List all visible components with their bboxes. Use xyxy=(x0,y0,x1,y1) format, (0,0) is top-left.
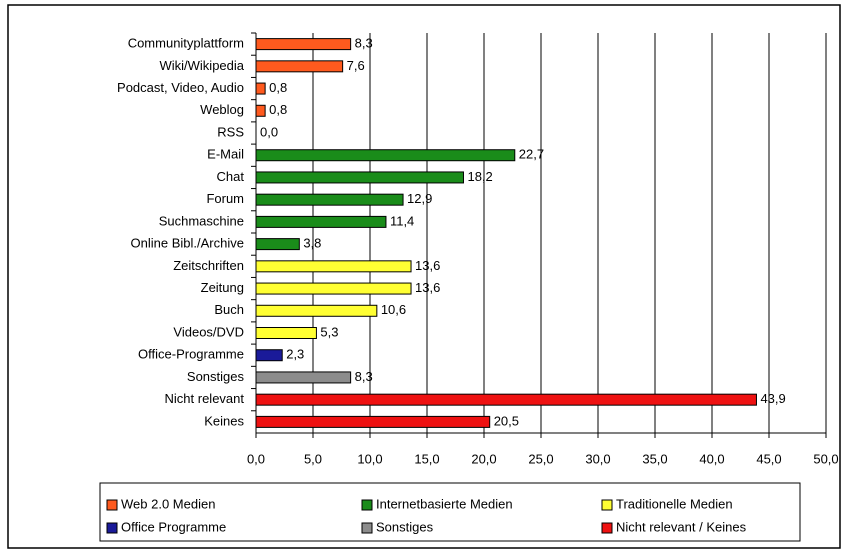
value-label: 13,6 xyxy=(415,258,440,273)
legend-label: Internetbasierte Medien xyxy=(376,496,513,511)
value-label: 13,6 xyxy=(415,280,440,295)
bar xyxy=(255,193,404,206)
bar xyxy=(255,282,412,295)
bar xyxy=(255,60,344,73)
legend-label: Web 2.0 Medien xyxy=(121,496,215,511)
y-tick-label: Zeitschriften xyxy=(173,258,244,273)
x-tick-label: 50,0 xyxy=(813,451,838,466)
y-tick-label: Keines xyxy=(204,413,244,428)
x-tick-label: 45,0 xyxy=(756,451,781,466)
y-tick-label: Office-Programme xyxy=(138,347,244,362)
bar xyxy=(255,82,266,95)
bar xyxy=(255,215,387,228)
bar xyxy=(255,238,300,251)
value-label: 2,3 xyxy=(286,347,304,362)
x-tick-label: 15,0 xyxy=(414,451,439,466)
bar xyxy=(255,304,378,317)
bar xyxy=(255,371,352,384)
bar xyxy=(255,104,266,117)
legend-swatch xyxy=(361,522,373,534)
legend-label: Sonstiges xyxy=(376,519,434,534)
value-label: 11,4 xyxy=(390,213,414,228)
y-tick-label: Nicht relevant xyxy=(165,391,245,406)
chart-frame xyxy=(7,4,841,549)
bar xyxy=(255,260,412,273)
value-label: 12,9 xyxy=(407,191,432,206)
value-label: 8,3 xyxy=(355,36,373,51)
x-tick-label: 5,0 xyxy=(304,451,322,466)
legend-swatch xyxy=(106,499,118,511)
y-tick-label: Wiki/Wikipedia xyxy=(159,58,244,73)
bar xyxy=(255,171,464,184)
x-tick-label: 35,0 xyxy=(642,451,667,466)
y-tick-label: Weblog xyxy=(200,102,244,117)
y-tick-label: Communityplattform xyxy=(128,36,244,51)
legend-label: Nicht relevant / Keines xyxy=(616,519,747,534)
legend-box xyxy=(99,482,801,542)
y-tick-label: E-Mail xyxy=(207,147,244,162)
value-label: 8,3 xyxy=(355,369,373,384)
y-tick-label: Forum xyxy=(206,191,244,206)
x-tick-label: 25,0 xyxy=(528,451,553,466)
value-label: 0,8 xyxy=(269,80,287,95)
value-label: 43,9 xyxy=(760,391,785,406)
value-label: 22,7 xyxy=(519,147,544,162)
legend-label: Traditionelle Medien xyxy=(616,496,733,511)
y-tick-label: Buch xyxy=(214,302,244,317)
legend-swatch xyxy=(601,522,613,534)
value-label: 18,2 xyxy=(467,169,492,184)
value-label: 0,8 xyxy=(269,102,287,117)
bar xyxy=(255,415,491,428)
bar xyxy=(255,327,317,339)
x-tick-label: 40,0 xyxy=(699,451,724,466)
y-tick-label: Chat xyxy=(217,169,245,184)
y-tick-label: Videos/DVD xyxy=(173,324,244,339)
y-tick-label: Zeitung xyxy=(201,280,244,295)
y-tick-label: Online Bibl./Archive xyxy=(131,236,244,251)
legend-swatch xyxy=(601,499,613,511)
x-tick-label: 10,0 xyxy=(357,451,382,466)
value-label: 10,6 xyxy=(381,302,406,317)
bar xyxy=(255,149,516,162)
value-label: 20,5 xyxy=(494,413,519,428)
x-tick-label: 30,0 xyxy=(585,451,610,466)
bar xyxy=(255,349,283,362)
legend-swatch xyxy=(361,499,373,511)
value-label: 3,8 xyxy=(303,236,321,251)
y-tick-label: Podcast, Video, Audio xyxy=(117,80,244,95)
y-tick-label: Suchmaschine xyxy=(159,213,244,228)
y-tick-label: RSS xyxy=(217,124,244,139)
value-label: 7,6 xyxy=(347,58,365,73)
y-tick-label: Sonstiges xyxy=(187,369,245,384)
bar xyxy=(255,393,757,406)
value-label: 5,3 xyxy=(320,324,338,339)
x-tick-label: 0,0 xyxy=(247,451,265,466)
bar xyxy=(255,38,352,51)
value-label: 0,0 xyxy=(260,124,278,139)
legend-label: Office Programme xyxy=(121,519,226,534)
legend-swatch xyxy=(106,522,118,534)
x-tick-label: 20,0 xyxy=(471,451,496,466)
